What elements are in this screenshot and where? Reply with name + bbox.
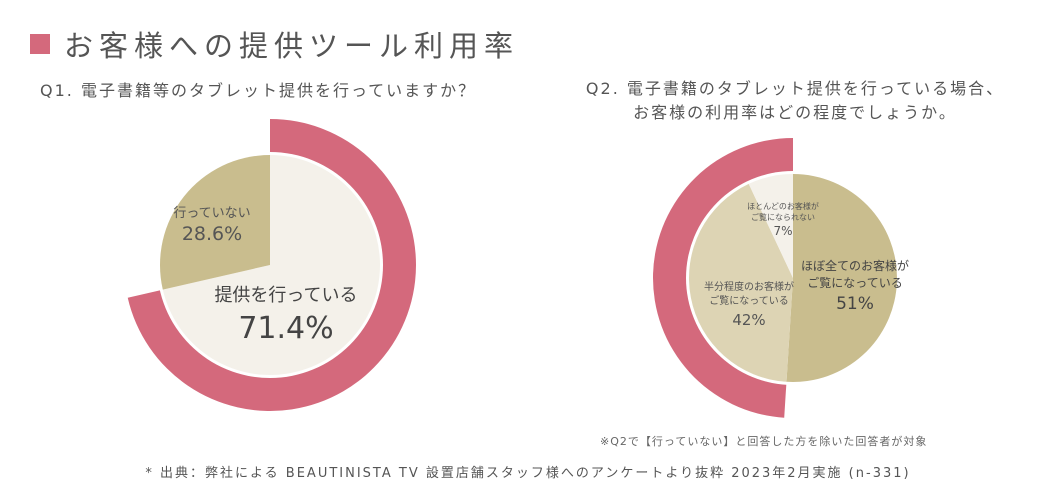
title-marker [30,34,50,54]
pie2-slice-2 [689,183,793,382]
q2-question-line1: Q2. 電子書籍のタブレット提供を行っている場合、 [585,79,1005,98]
footnote: ※Q2で【行っていない】と回答した方を除いた回答者が対象 [600,435,928,448]
pie2-slice-3 [748,174,793,278]
pie2-label-half-line2: ご覧になっている [709,294,789,307]
q1-question: Q1. 電子書籍等のタブレット提供を行っていますか？ [40,81,477,100]
pie2-label-few-line1: ほとんどのお客様が [747,201,819,211]
source-note: * 出典：弊社による BEAUTINISTA TV 設置店舗スタッフ様へのアンケ… [145,466,911,481]
pie1-label-provided: 提供を行っている [214,285,357,306]
pie2-label-all-line2: ご覧になっている [807,275,902,290]
pie2-value-half: 42% [732,311,765,329]
pie1-value-provided: 71.4% [238,311,333,346]
q2-question-line2: お客様の利用率はどの程度でしょうか。 [633,103,957,122]
page-title: お客様への提供ツール利用率 [64,29,520,63]
pie1-value-not-provided: 28.6% [182,223,242,245]
pie2-slice-1 [786,174,898,382]
pie1-slice-1 [162,155,381,376]
pie2-label-all-line1: ほぼ全てのお客様が [801,258,909,273]
pie1-label-not-provided: 行っていない [173,206,250,221]
q2-question: Q2. 電子書籍のタブレット提供を行っている場合、 お客様の利用率はどの程度でし… [560,77,1030,125]
pie2-label-half-line1: 半分程度のお客様が [704,280,794,293]
page-title-group: お客様への提供ツール利用率 [30,24,519,64]
pie2-value-few: 7% [773,224,792,238]
pie2-label-few-line2: ご覧になられない [751,212,815,222]
pie2-value-all: 51% [836,294,874,314]
pie1-slice-2 [160,155,270,290]
